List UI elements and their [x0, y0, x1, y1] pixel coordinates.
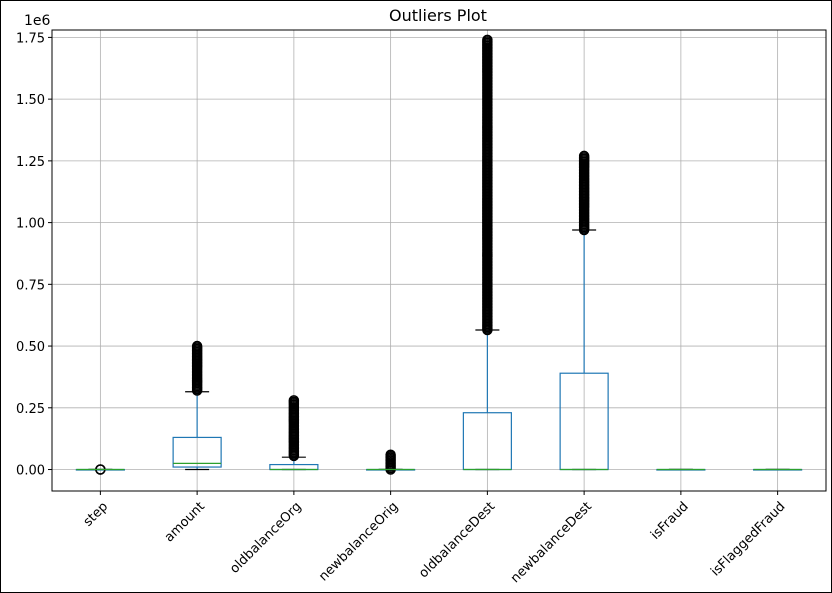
plot-frame [51, 29, 827, 492]
box-oldbalanceDest [462, 34, 512, 471]
x-tick-label: oldbalanceOrg [227, 499, 305, 577]
y-tick-label: 1.00 [16, 217, 45, 232]
box-amount [172, 340, 222, 471]
y-tick-label: 1.75 [16, 31, 45, 46]
x-tick-label: oldbalanceDest [416, 499, 498, 581]
box-isFlaggedFraud [753, 468, 803, 471]
x-tick-label: newbalanceOrig [316, 499, 401, 584]
outlier-point [288, 395, 300, 406]
x-tick-label: amount [162, 499, 208, 545]
y-tick-label: 0.25 [16, 402, 45, 417]
outlier-point [482, 34, 493, 46]
outlier-point [191, 340, 203, 352]
outlier-point [578, 150, 590, 162]
box-newbalanceOrig [366, 449, 416, 475]
box-isFraud [656, 468, 706, 471]
y-tick-label: 0.50 [16, 340, 45, 355]
y-tick-label: 1.25 [16, 155, 45, 170]
boxes [75, 34, 803, 475]
y-tick-label: 0.00 [16, 464, 45, 479]
box-newbalanceDest [559, 150, 609, 471]
outlier-point [385, 449, 396, 460]
grid-lines [52, 30, 826, 491]
x-tick-label: isFlaggedFraud [708, 499, 788, 579]
box-step [75, 464, 125, 475]
x-tick-label: isFraud [648, 499, 692, 543]
box-oldbalanceOrg [269, 395, 319, 471]
y-tick-label: 0.75 [16, 278, 45, 293]
y-axis-offset-label: 1e6 [24, 13, 51, 29]
chart-title: Outliers Plot [389, 6, 487, 25]
axes: 0.00 0.25 0.50 0.75 1.00 1.25 1.50 1.75 step amou… [16, 29, 827, 586]
x-tick-label: step [81, 499, 111, 529]
y-tick-label: 1.50 [16, 93, 45, 108]
box-body [172, 436, 222, 468]
x-tick-label: newbalanceDest [508, 499, 595, 586]
